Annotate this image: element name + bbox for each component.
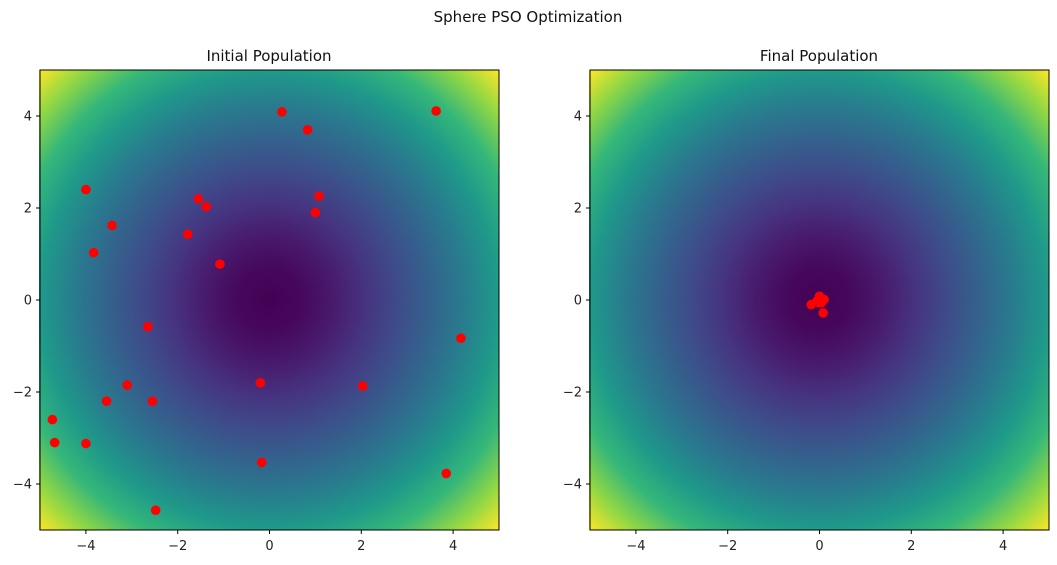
panel-title: Initial Population bbox=[206, 47, 331, 65]
population-points bbox=[806, 291, 829, 318]
population-points bbox=[47, 106, 466, 516]
y-tick-label: 2 bbox=[574, 202, 582, 217]
x-tick-label: 4 bbox=[449, 539, 457, 554]
x-tick-label: −2 bbox=[718, 539, 737, 554]
particle-point bbox=[431, 106, 441, 116]
particle-point bbox=[310, 207, 321, 218]
y-tick-label: 0 bbox=[24, 294, 32, 309]
particle-point bbox=[201, 201, 211, 212]
particle-point bbox=[357, 381, 368, 391]
particle-point bbox=[122, 380, 133, 390]
y-tick-label: 4 bbox=[24, 110, 32, 125]
y-tick-label: 2 bbox=[24, 202, 32, 217]
panel-title: Final Population bbox=[760, 47, 878, 65]
particle-point bbox=[302, 125, 313, 135]
figure-title: Sphere PSO Optimization bbox=[434, 8, 623, 26]
particle-point bbox=[277, 107, 287, 117]
particle-point bbox=[193, 194, 204, 204]
particle-point bbox=[314, 191, 324, 201]
particle-point bbox=[215, 259, 225, 269]
x-tick-label: 0 bbox=[265, 539, 273, 554]
x-tick-label: 2 bbox=[357, 539, 365, 554]
x-tick-label: −4 bbox=[76, 539, 95, 554]
particle-point bbox=[255, 378, 266, 388]
x-tick-label: 0 bbox=[815, 539, 823, 554]
x-axis: −4 −2 0 2 4 bbox=[76, 530, 457, 554]
panel-initial: Initial Population −4 −2 0 2 4 −4 −2 0 2 4 bbox=[13, 47, 500, 554]
y-tick-label: 4 bbox=[574, 110, 582, 125]
y-tick-label: −2 bbox=[563, 386, 582, 401]
particle-point bbox=[47, 414, 58, 425]
particle-point bbox=[49, 437, 60, 448]
particle-point bbox=[101, 396, 112, 407]
panel-final: Final Population −4 −2 0 2 4 −4 −2 0 2 4 bbox=[563, 47, 1050, 554]
x-tick-label: 4 bbox=[999, 539, 1007, 554]
y-axis: −4 −2 0 2 4 bbox=[13, 110, 40, 493]
particle-point bbox=[81, 184, 91, 195]
y-axis: −4 −2 0 2 4 bbox=[563, 110, 590, 493]
particle-point bbox=[818, 308, 828, 318]
x-tick-label: 2 bbox=[907, 539, 915, 554]
particle-point bbox=[441, 468, 452, 479]
contour-background bbox=[39, 70, 499, 530]
particle-point bbox=[150, 505, 161, 516]
particle-point bbox=[456, 333, 466, 343]
y-tick-label: −4 bbox=[13, 478, 32, 493]
particle-point bbox=[147, 396, 158, 407]
y-tick-label: −4 bbox=[563, 478, 582, 493]
particle-point bbox=[256, 457, 267, 468]
particle-point bbox=[81, 438, 91, 449]
particle-point bbox=[107, 220, 117, 231]
particle-point bbox=[143, 321, 153, 332]
particle-point bbox=[815, 295, 825, 305]
particle-point bbox=[88, 247, 99, 258]
particle-point bbox=[182, 229, 193, 240]
x-tick-label: −4 bbox=[626, 539, 645, 554]
x-axis: −4 −2 0 2 4 bbox=[626, 530, 1007, 554]
y-tick-label: −2 bbox=[13, 386, 32, 401]
x-tick-label: −2 bbox=[168, 539, 187, 554]
y-tick-label: 0 bbox=[574, 294, 582, 309]
